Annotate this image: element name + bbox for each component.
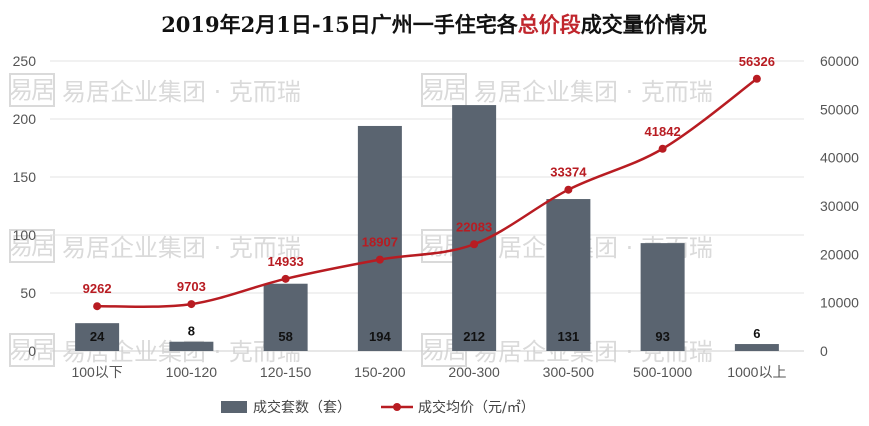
line-data-labels: 9262 9703 14933 18907 22083 33374 41842 56326: [83, 54, 775, 296]
watermark-text: 易居企业集团 · 克而瑞: [62, 234, 301, 262]
category-label: 120-150: [260, 364, 312, 380]
line-point: [93, 302, 102, 311]
chart-title-highlight: 总价段: [518, 12, 581, 37]
bar-data-label: 24: [90, 329, 105, 344]
line-data-label: 33374: [550, 165, 587, 180]
right-tick-label: 40000: [820, 150, 859, 166]
watermark-logo-char: 易: [9, 232, 33, 260]
watermark-logo-char: 易: [9, 76, 33, 104]
line-point: [281, 274, 290, 283]
watermark-text: 易居企业集团 · 克而瑞: [62, 78, 301, 106]
watermark-logo-box: [9, 229, 55, 263]
bar-data-label: 8: [188, 324, 195, 339]
bar-data-label: 212: [463, 329, 485, 344]
chart-title-part-1: 2019年2月1日-15日广州一手住宅各: [161, 12, 519, 37]
bar: [452, 105, 497, 351]
watermark-logo-char: 易: [421, 232, 445, 260]
chart-title: 2019年2月1日-15日广州一手住宅各总价段成交量价情况: [161, 12, 707, 37]
line-point: [375, 255, 384, 264]
bar-data-label: 6: [753, 326, 760, 341]
right-tick-label: 0: [820, 343, 828, 359]
line-data-label: 9703: [177, 279, 206, 294]
bar-data-label: 194: [369, 329, 391, 344]
line-data-label: 18907: [362, 235, 398, 250]
watermark-logo-box: [9, 73, 55, 107]
bar-series: [75, 105, 779, 352]
left-tick-label: 50: [20, 285, 36, 301]
left-tick-label: 250: [13, 53, 37, 69]
bar: [546, 199, 591, 351]
legend-bar-swatch: [221, 401, 247, 413]
bar: [640, 243, 685, 351]
category-label: 500-1000: [633, 364, 692, 380]
bar-data-labels: 24 8 58 194 212 131 93 6: [90, 324, 761, 344]
line-data-label: 22083: [456, 219, 492, 234]
left-tick-label: 200: [13, 111, 37, 127]
bar: [169, 341, 214, 351]
watermark: 易居易居企业集团 · 克而瑞: [9, 229, 301, 263]
bar-data-label: 93: [655, 329, 669, 344]
line-data-label: 56326: [739, 54, 775, 69]
watermark: 易居易居企业集团 · 克而瑞: [9, 73, 301, 107]
watermark-text: 易居企业集团 · 克而瑞: [474, 78, 713, 106]
watermark-logo-char: 居: [443, 76, 467, 104]
legend: 成交套数（套） 成交均价（元/㎡）: [221, 399, 535, 416]
category-label: 100-120: [166, 364, 218, 380]
bar: [357, 125, 402, 352]
watermark: 易居易居企业集团 · 克而瑞: [9, 333, 301, 367]
line-data-label: 41842: [645, 124, 681, 139]
category-label: 1000以上: [727, 364, 786, 380]
bar: [263, 283, 308, 351]
chart-title-part-3: 成交量价情况: [581, 12, 707, 37]
watermark-logo-char: 居: [31, 336, 55, 364]
category-label: 200-300: [448, 364, 500, 380]
line-data-label: 14933: [268, 254, 304, 269]
right-tick-label: 20000: [820, 246, 859, 262]
watermark-logo-char: 易: [9, 336, 33, 364]
category-label: 300-500: [543, 364, 595, 380]
legend-line-marker: [393, 403, 401, 411]
category-axis: 100以下 100-120 120-150 150-200 200-300 300-500…: [71, 364, 786, 380]
right-tick-label: 60000: [820, 53, 859, 69]
watermark-logo-char: 易: [421, 336, 445, 364]
left-tick-label: 100: [13, 227, 37, 243]
line-point: [564, 185, 573, 194]
category-label: 100以下: [71, 364, 122, 380]
right-tick-label: 10000: [820, 295, 859, 311]
right-tick-label: 30000: [820, 198, 859, 214]
bar: [734, 344, 779, 351]
legend-line-label: 成交均价（元/㎡）: [418, 399, 535, 416]
right-tick-label: 50000: [820, 101, 859, 117]
left-tick-label: 150: [13, 169, 37, 185]
left-axis: 0 50 100 150 200 250: [13, 53, 37, 359]
line-series: [93, 74, 761, 311]
category-label: 150-200: [354, 364, 406, 380]
left-tick-label: 0: [28, 343, 36, 359]
bar-data-label: 131: [558, 329, 580, 344]
line-point: [470, 240, 479, 249]
bar: [75, 323, 120, 351]
right-axis: 0 10000 20000 30000 40000 50000 60000: [820, 53, 859, 359]
watermark-logo-char: 易: [421, 76, 445, 104]
legend-bar-label: 成交套数（套）: [253, 399, 351, 416]
bar-data-label: 58: [278, 329, 292, 344]
watermark: 易居易居企业集团 · 克而瑞: [421, 73, 713, 107]
watermark-logo-box: [421, 73, 467, 107]
line-data-label: 9262: [83, 281, 112, 296]
line-point: [187, 300, 196, 309]
price-line: [97, 77, 758, 308]
watermark-logo-box: [9, 333, 55, 367]
line-point: [658, 144, 667, 153]
line-point: [752, 74, 761, 83]
watermark-logo-char: 居: [31, 232, 55, 260]
watermark-logo-char: 居: [31, 76, 55, 104]
